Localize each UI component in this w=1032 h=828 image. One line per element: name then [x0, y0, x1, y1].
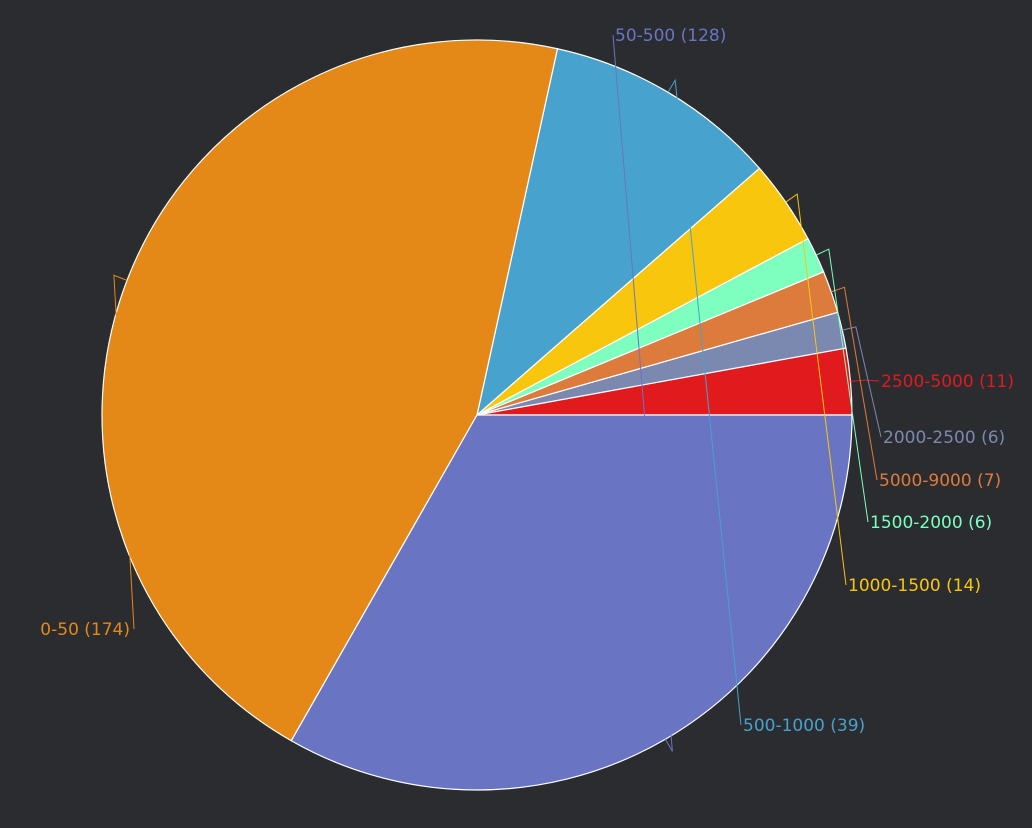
pie-slice-500-1000[interactable]	[476, 48, 760, 416]
slice-label-1500-2000: 1500-2000 (6)	[870, 513, 992, 533]
leader-line-1500-2000	[815, 248, 869, 523]
slice-label-500-1000: 500-1000 (39)	[743, 716, 865, 736]
slice-label-50-500: 50-500 (128)	[615, 26, 726, 46]
leader-line-50-500	[612, 34, 673, 752]
leader-line-1000-1500	[785, 193, 847, 586]
leader-line-5000-9000	[831, 286, 878, 481]
pie-labels: 2500-5000 (11) 2000-2500 (6) 5000-9000 (7)…	[40, 26, 1014, 752]
leader-line-2000-2500	[842, 326, 882, 438]
leader-line-2500-5000	[850, 379, 880, 382]
pie-slices	[101, 39, 853, 791]
pie-slice-50-500[interactable]	[290, 414, 853, 791]
slice-label-2500-5000: 2500-5000 (11)	[881, 372, 1014, 392]
slice-label-5000-9000: 5000-9000 (7)	[879, 471, 1001, 491]
slice-label-0-50: 0-50 (174)	[40, 620, 130, 640]
slice-label-2000-2500: 2000-2500 (6)	[883, 428, 1005, 448]
leader-line-0-50	[113, 274, 135, 630]
leader-line-500-1000	[667, 78, 742, 726]
slice-label-1000-1500: 1000-1500 (14)	[848, 576, 981, 596]
